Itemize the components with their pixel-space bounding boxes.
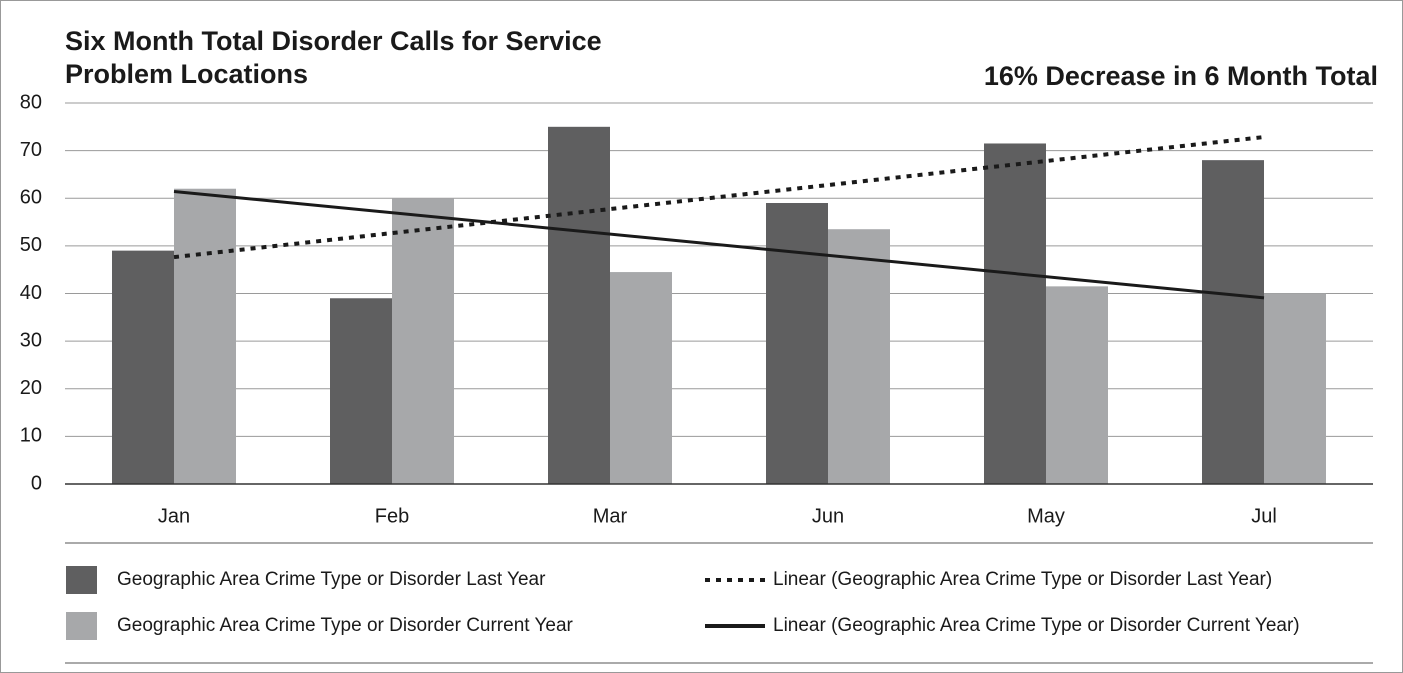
bar <box>1046 286 1108 484</box>
y-tick-label: 50 <box>20 234 42 256</box>
legend-label: Linear (Geographic Area Crime Type or Di… <box>773 615 1300 636</box>
x-tick-label: Jul <box>1251 505 1277 527</box>
trendline <box>173 135 1265 260</box>
chart-title-line: Problem Locations <box>65 59 308 89</box>
bar <box>112 250 174 484</box>
y-tick-label: 20 <box>20 377 42 399</box>
y-tick-label: 30 <box>20 329 42 351</box>
y-tick-label: 60 <box>20 187 42 209</box>
legend-label: Geographic Area Crime Type or Disorder C… <box>117 615 574 636</box>
x-tick-label: Mar <box>593 505 628 527</box>
chart-title-line: Six Month Total Disorder Calls for Servi… <box>65 26 602 56</box>
bar <box>1202 160 1264 484</box>
bar <box>392 198 454 484</box>
bar <box>766 203 828 484</box>
y-tick-label: 80 <box>20 91 42 113</box>
trendline <box>173 189 1265 300</box>
bar <box>1264 293 1326 484</box>
legend-swatch <box>66 566 97 594</box>
bar <box>984 143 1046 484</box>
bar <box>610 272 672 484</box>
x-tick-label: May <box>1027 505 1065 527</box>
x-tick-label: Jun <box>812 505 844 527</box>
bar <box>174 188 236 484</box>
annotation: 16% Decrease in 6 Month Total <box>984 61 1378 91</box>
bar <box>330 298 392 484</box>
legend-label: Linear (Geographic Area Crime Type or Di… <box>773 569 1272 590</box>
y-tick-label: 40 <box>20 282 42 304</box>
legend-swatch <box>66 612 97 640</box>
y-tick-label: 0 <box>31 472 42 494</box>
x-tick-label: Jan <box>158 505 190 527</box>
bar <box>828 229 890 484</box>
x-tick-label: Feb <box>375 505 409 527</box>
y-tick-label: 70 <box>20 139 42 161</box>
bar <box>548 126 610 484</box>
y-tick-label: 10 <box>20 425 42 447</box>
legend-label: Geographic Area Crime Type or Disorder L… <box>117 569 546 590</box>
